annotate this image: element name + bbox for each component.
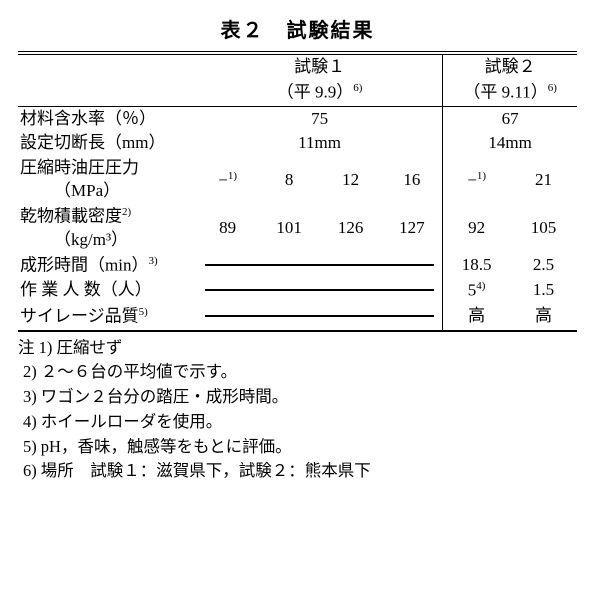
col-subheader-test2: （平 9.11）: [463, 83, 547, 102]
cell: 2.5: [510, 253, 577, 279]
footnote-text: 6) 場所 試験１：滋賀県下，試験２：熊本県下: [23, 459, 577, 484]
note-ref: 5): [139, 306, 148, 318]
cell: 75: [197, 106, 443, 131]
cell: 14mm: [443, 131, 577, 156]
note-ref: 6): [548, 82, 557, 94]
cell: 18.5: [443, 253, 510, 279]
row-label: 作 業 人 数（人）: [18, 278, 197, 304]
cell: 92: [443, 204, 510, 253]
cell: 126: [320, 204, 381, 253]
note-ref: 3): [148, 255, 157, 267]
cell: −: [467, 170, 477, 189]
cell: 高: [510, 304, 577, 331]
cell: −: [218, 170, 228, 189]
col-header-test1: 試験１: [294, 57, 345, 76]
no-data-line: [205, 289, 434, 291]
col-header-test2: 試験２: [485, 57, 536, 76]
cell: 8: [258, 156, 319, 204]
note-ref: 1): [477, 170, 486, 182]
row-label: 成形時間（min）: [20, 255, 148, 274]
table-caption: 表２ 試験結果: [18, 18, 577, 45]
cell: 1.5: [510, 278, 577, 304]
cell: 67: [443, 106, 577, 131]
cell: 11mm: [197, 131, 443, 156]
col-subheader-test1: （平 9.9）: [277, 83, 354, 102]
cell: 5: [468, 281, 477, 300]
row-label: 圧縮時油圧圧力: [20, 158, 139, 177]
no-data-line: [205, 315, 434, 317]
footnote-text: 3) ワゴン２台分の踏圧・成形時間。: [23, 385, 577, 410]
cell: 89: [197, 204, 258, 253]
cell: 12: [320, 156, 381, 204]
row-label: 乾物積載密度: [20, 207, 122, 226]
cell: 21: [510, 156, 577, 204]
note-ref: 2): [122, 206, 131, 218]
footnote-lead: 注 1): [18, 338, 52, 357]
note-ref: 1): [228, 170, 237, 182]
row-label: 材料含水率（％）: [18, 106, 197, 131]
footnote-text: 4) ホイールローダを使用。: [23, 410, 577, 435]
footnotes: 注 1) 圧縮せず 2) ２〜６台の平均値で示す。 3) ワゴン２台分の踏圧・成…: [18, 336, 577, 485]
footnote-text: 圧縮せず: [57, 338, 123, 357]
row-label-unit: （MPa）: [20, 181, 120, 200]
row-label-unit: （kg/m³）: [20, 230, 128, 249]
cell: 高: [443, 304, 510, 331]
note-ref: 4): [476, 280, 485, 292]
no-data-line: [205, 264, 434, 266]
footnote-text: 2) ２〜６台の平均値で示す。: [23, 360, 577, 385]
row-label: 設定切断長（mm）: [18, 131, 197, 156]
cell: 16: [381, 156, 442, 204]
footnote-text: 5) pH，香味，触感等をもとに評価。: [23, 435, 577, 460]
cell: 105: [510, 204, 577, 253]
cell: 127: [381, 204, 442, 253]
cell: 101: [258, 204, 319, 253]
results-table: 試験１ 試験２ （平 9.9）6) （平 9.11）6) 材料含水率（％） 75…: [18, 51, 577, 332]
note-ref: 6): [353, 82, 362, 94]
row-label: サイレージ品質: [20, 307, 139, 326]
